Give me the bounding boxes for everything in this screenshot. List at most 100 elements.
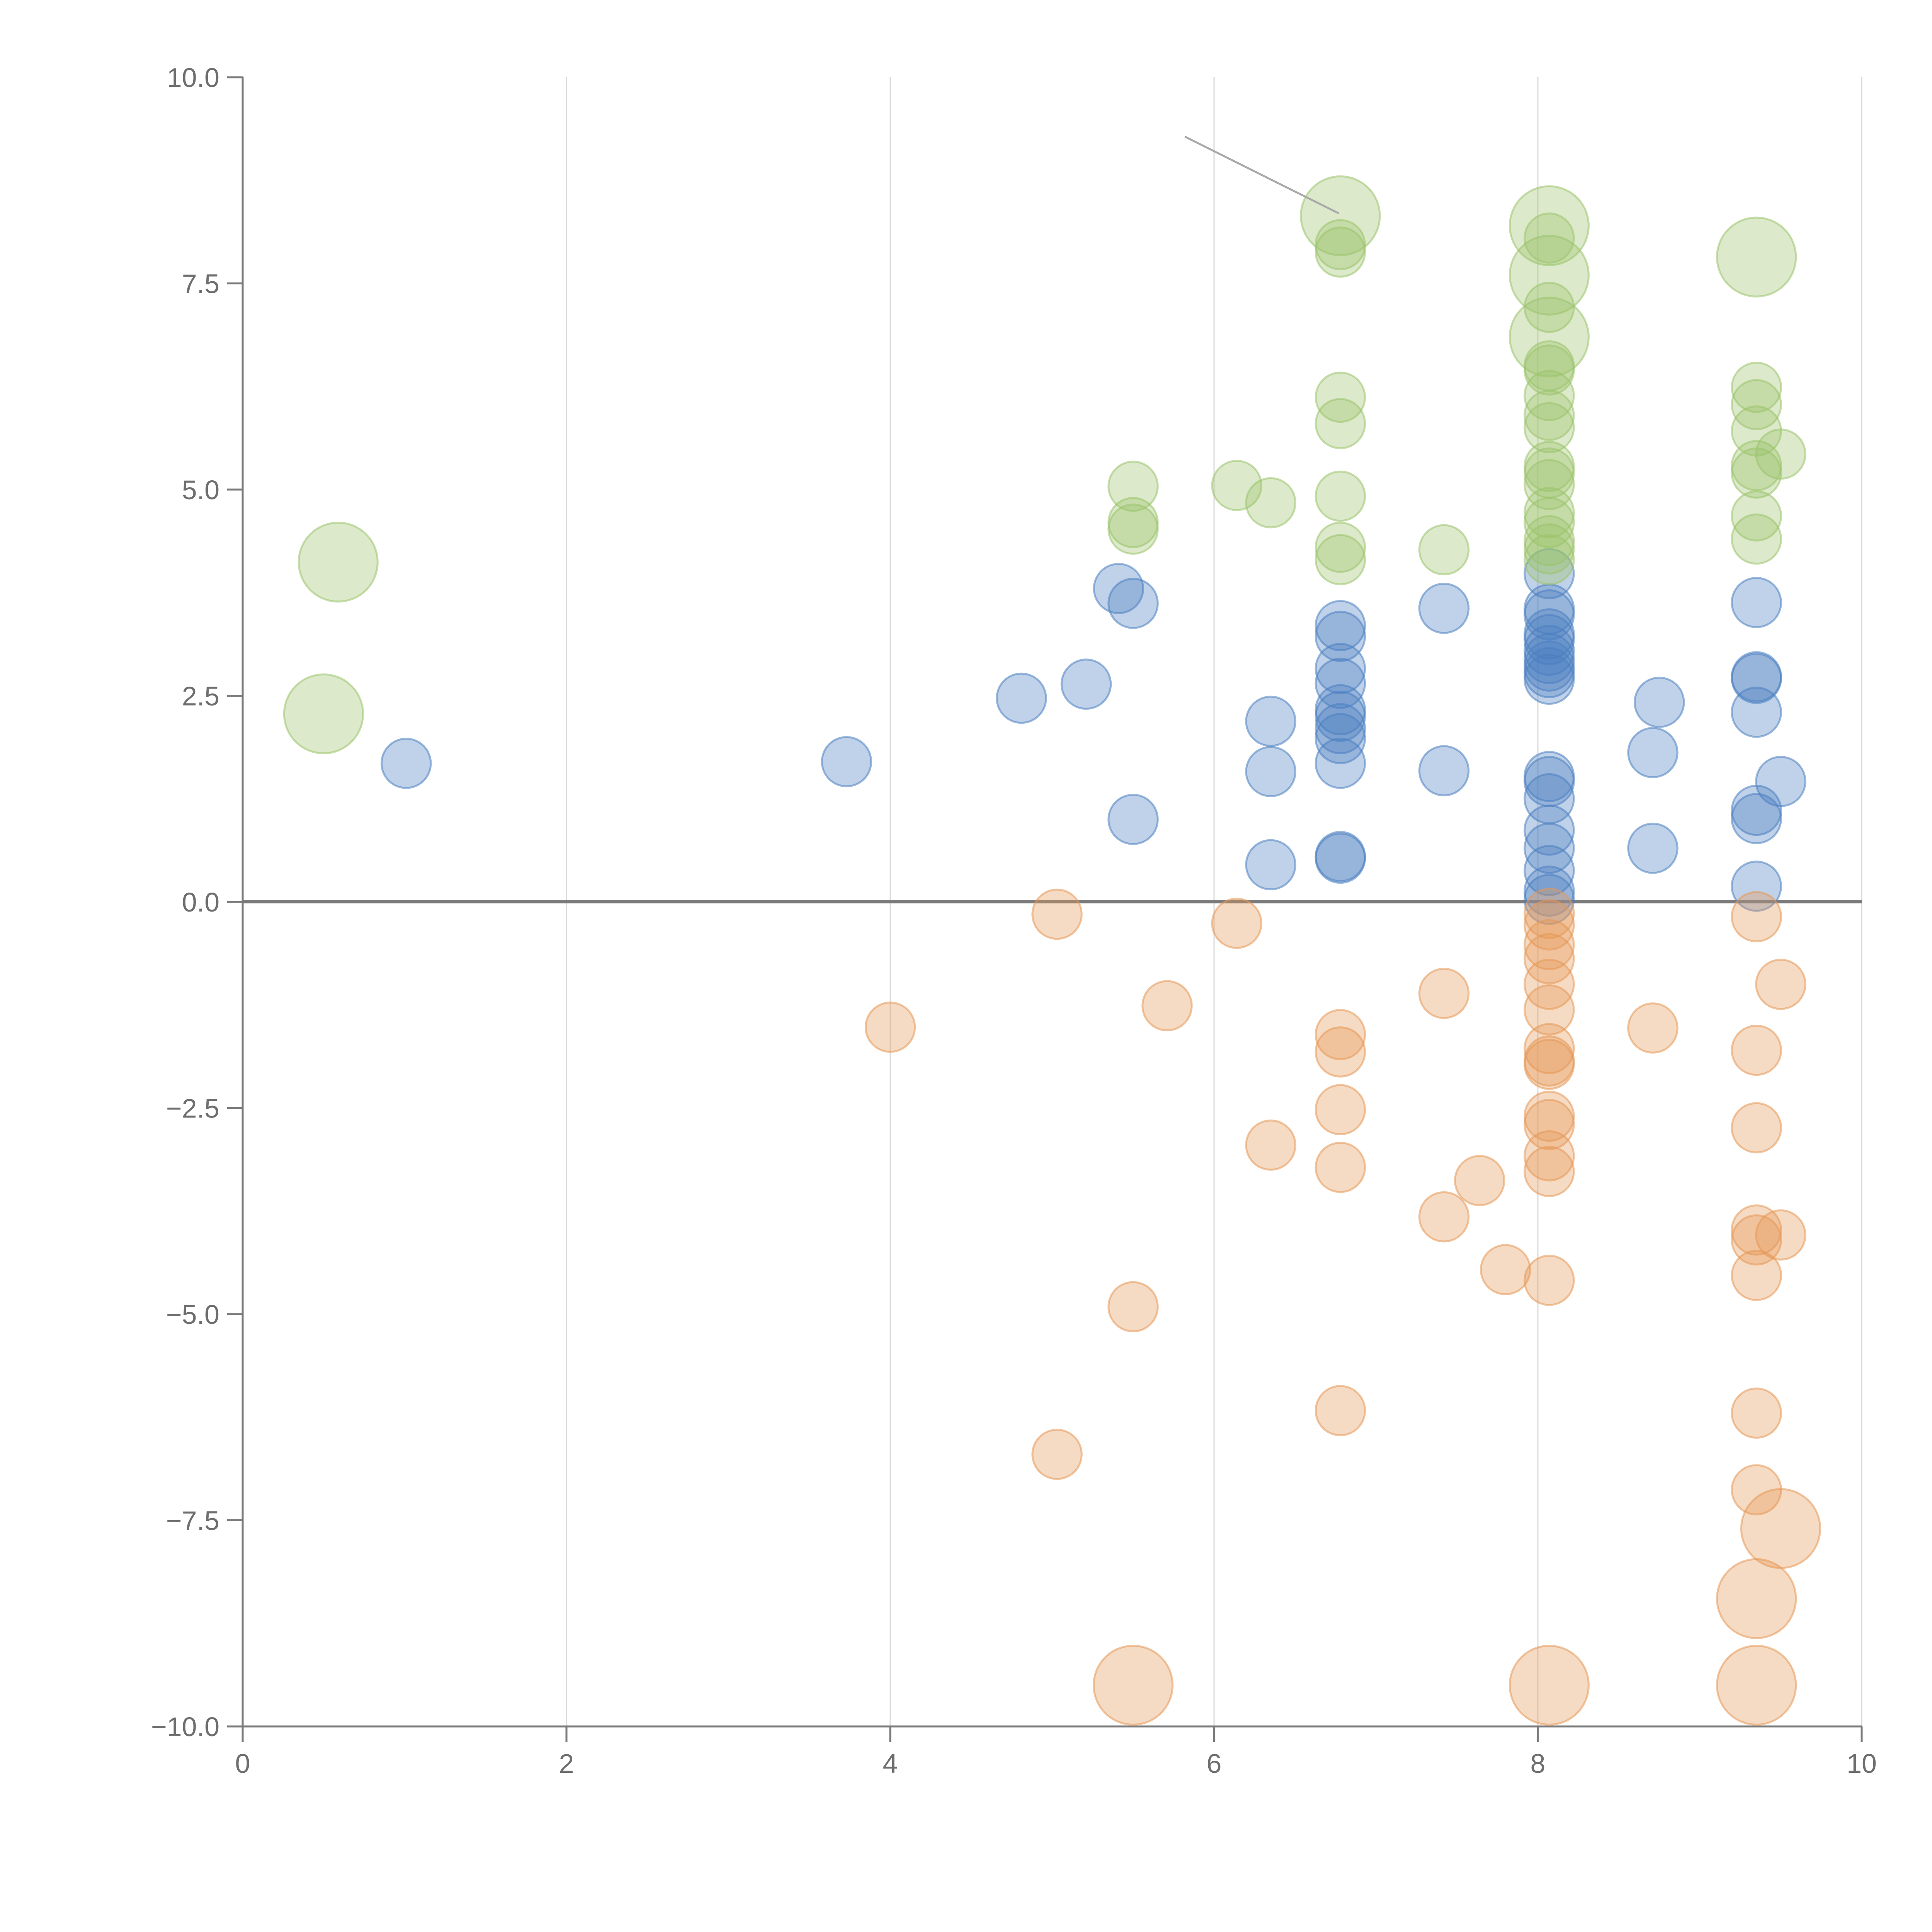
- y-tick-label: −7.5: [166, 1506, 219, 1536]
- orange-point: [1716, 1645, 1797, 1726]
- orange-point: [1454, 1155, 1505, 1206]
- orange-point: [1524, 984, 1575, 1036]
- orange-point: [1524, 1023, 1575, 1075]
- orange-point: [1731, 1102, 1782, 1153]
- blue-point: [1524, 845, 1575, 896]
- orange-point: [1755, 959, 1806, 1010]
- orange-point: [1740, 1488, 1821, 1569]
- annotation-leader-line: [1184, 136, 1339, 214]
- orange-point: [1211, 898, 1262, 949]
- blue-point: [1093, 563, 1144, 614]
- blue-point: [1524, 633, 1575, 684]
- y-tick-label: 5.0: [182, 475, 219, 505]
- y-tick-label: −5.0: [166, 1299, 219, 1330]
- blue-point: [1060, 658, 1112, 710]
- orange-point: [1480, 1244, 1531, 1295]
- green-point: [1755, 429, 1806, 480]
- green-point: [1315, 226, 1366, 278]
- blue-point: [1315, 611, 1366, 662]
- orange-point: [1418, 968, 1470, 1019]
- blue-point: [1524, 653, 1575, 705]
- orange-point: [1524, 1099, 1575, 1150]
- green-point: [1315, 398, 1366, 449]
- green-point: [1509, 185, 1590, 266]
- blue-point: [1731, 686, 1782, 738]
- green-point: [1300, 175, 1381, 257]
- orange-point: [1315, 1385, 1366, 1436]
- green-point: [1524, 497, 1575, 548]
- blue-point: [1107, 794, 1159, 845]
- green-point: [1524, 402, 1575, 454]
- blue-point: [1107, 578, 1159, 629]
- blue-point: [1524, 823, 1575, 874]
- orange-point: [1731, 1387, 1782, 1439]
- x-tick-label: 4: [883, 1748, 898, 1779]
- blue-point: [1315, 690, 1366, 742]
- blue-point: [1245, 839, 1296, 891]
- y-tick-label: 7.5: [182, 269, 219, 299]
- green-point: [1731, 490, 1782, 542]
- y-tick-label: 10.0: [167, 63, 219, 93]
- orange-point: [1315, 1141, 1366, 1193]
- green-point: [1315, 522, 1366, 573]
- x-tick-label: 10: [1847, 1748, 1877, 1779]
- blue-point: [1315, 600, 1366, 651]
- green-point: [1524, 389, 1575, 441]
- green-point: [1315, 219, 1366, 270]
- orange-point: [1716, 1558, 1797, 1639]
- green-point: [1716, 216, 1797, 298]
- blue-point: [1315, 738, 1366, 789]
- blue-point: [1315, 643, 1366, 694]
- series-blue: [380, 548, 1806, 925]
- green-point: [1245, 477, 1296, 529]
- axes: 10.0 7.5 5.0 2.5 0.0 −2.5 −5.0 −7.5 −10.0 0 2 4 6 8 10: [151, 63, 1877, 1779]
- green-point: [298, 522, 379, 603]
- data-points: [283, 175, 1821, 1726]
- green-point: [1524, 212, 1575, 264]
- green-point: [1731, 440, 1782, 492]
- y-tick-label: −10.0: [151, 1712, 219, 1742]
- green-point: [1107, 461, 1159, 512]
- orange-point: [1092, 1645, 1174, 1726]
- x-tick-label: 6: [1207, 1748, 1222, 1779]
- orange-point: [1755, 1209, 1806, 1261]
- blue-point: [821, 736, 872, 787]
- blue-point: [1731, 793, 1782, 844]
- green-point: [1211, 460, 1262, 511]
- blue-point: [996, 672, 1047, 724]
- blue-point: [1731, 861, 1782, 912]
- green-point: [1509, 235, 1590, 316]
- orange-point: [1524, 1255, 1575, 1306]
- green-point: [283, 673, 364, 755]
- blue-point: [1245, 696, 1296, 747]
- orange-point: [1418, 1191, 1470, 1243]
- orange-point: [1315, 1084, 1366, 1135]
- orange-point: [1315, 1026, 1366, 1078]
- green-point: [1731, 513, 1782, 565]
- y-tick-label: −2.5: [166, 1094, 219, 1124]
- green-point: [1315, 534, 1366, 585]
- green-point: [1107, 503, 1159, 555]
- green-point: [1315, 470, 1366, 522]
- green-point: [1731, 362, 1782, 413]
- orange-point: [1524, 1130, 1575, 1182]
- orange-point: [1524, 919, 1575, 971]
- orange-point: [1524, 888, 1575, 939]
- orange-point: [1031, 1429, 1083, 1480]
- green-point: [1524, 534, 1575, 585]
- blue-point: [1634, 677, 1685, 728]
- x-tick-label: 8: [1531, 1748, 1546, 1779]
- y-tick-label: 0.0: [182, 887, 219, 917]
- green-point: [1315, 371, 1366, 423]
- orange-point: [1524, 1146, 1575, 1197]
- orange-point: [1509, 1645, 1590, 1726]
- series-orange: [864, 888, 1821, 1726]
- blue-point: [1627, 727, 1679, 778]
- x-tick-label: 2: [559, 1748, 574, 1779]
- blue-point: [1731, 577, 1782, 628]
- orange-point: [1524, 1039, 1575, 1090]
- orange-point: [1315, 1009, 1366, 1060]
- orange-point: [1107, 1281, 1159, 1332]
- orange-point: [1245, 1119, 1296, 1171]
